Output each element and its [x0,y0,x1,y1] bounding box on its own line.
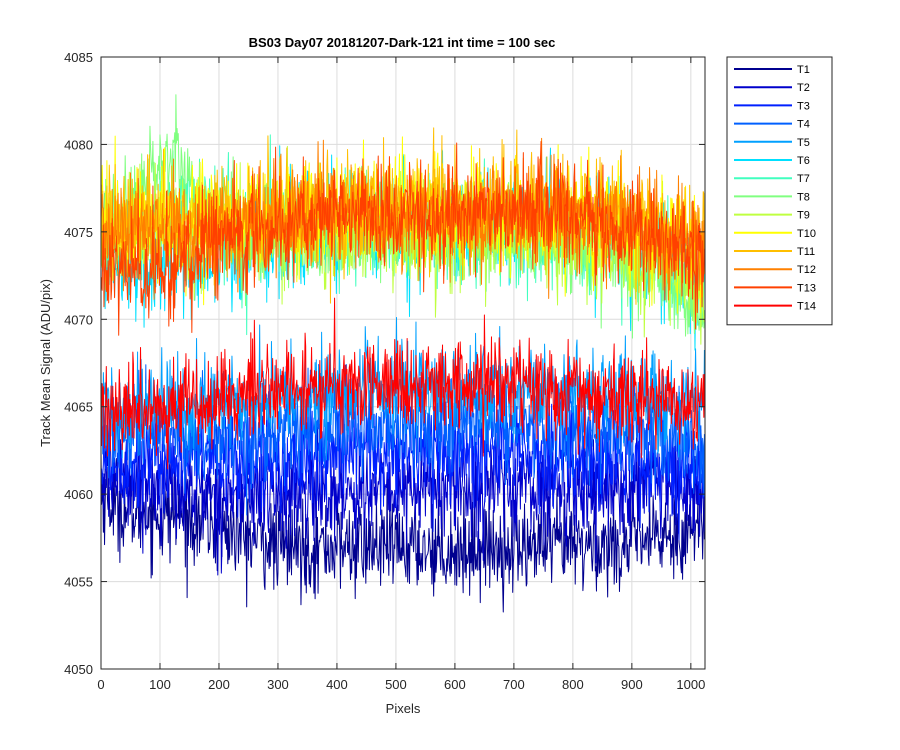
x-tick-label: 300 [267,677,289,692]
legend-box [726,56,833,326]
legend-label: T14 [797,301,816,313]
y-axis-label: Track Mean Signal (ADU/pix) [38,279,53,447]
chart-title: BS03 Day07 20181207-Dark-121 int time = … [249,35,556,50]
x-tick-label: 400 [326,677,348,692]
y-tick-label: 4065 [64,400,93,415]
legend-label: T6 [797,155,810,167]
y-tick-label: 4075 [64,225,93,240]
plot-area [100,94,705,613]
legend-label: T2 [797,82,810,94]
series-line-t3 [100,373,705,541]
legend-label: T13 [797,282,816,294]
series-line-t1 [100,457,705,613]
series-line-t14 [100,297,705,470]
x-tick-label: 900 [621,677,643,692]
x-tick-label: 600 [444,677,466,692]
legend-label: T11 [797,246,815,258]
legend: T1 T2 T3 T4 T5 T6 T7 T8 T9 T10 T11 T12 T13 T14 [726,56,833,326]
y-tick-label: 4060 [64,487,93,502]
x-tick-label: 0 [97,677,104,692]
y-tick-label: 4055 [64,575,93,590]
x-axis: 0 100 200 300 400 500 600 700 800 900 1000 [97,57,705,692]
x-tick-label: 800 [562,677,584,692]
legend-label: T12 [797,264,816,276]
legend-label: T9 [797,210,810,222]
y-tick-label: 4050 [64,662,93,677]
legend-label: T4 [797,119,810,131]
x-tick-label: 200 [208,677,230,692]
y-axis: 4050 4055 4060 4065 4070 4075 4080 4085 [64,50,705,677]
x-tick-label: 500 [385,677,407,692]
legend-label: T5 [797,137,810,149]
x-tick-label: 100 [149,677,171,692]
x-tick-label: 1000 [676,677,705,692]
legend-label: T8 [797,191,810,203]
x-axis-label: Pixels [386,701,421,716]
y-tick-label: 4070 [64,312,93,327]
y-tick-label: 4085 [64,50,93,65]
legend-label: T1 [797,64,810,76]
axes-box [100,56,706,670]
legend-label: T10 [797,228,816,240]
series-line-t13 [100,141,705,336]
legend-label: T7 [797,173,810,185]
y-tick-label: 4080 [64,137,93,152]
x-tick-label: 700 [503,677,525,692]
legend-label: T3 [797,100,810,112]
